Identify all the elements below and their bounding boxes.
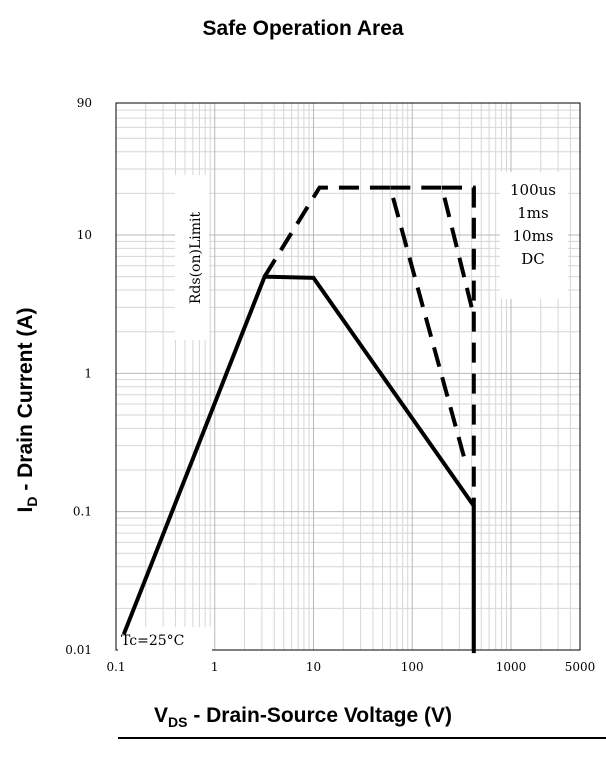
y-axis-label: ID - Drain Current (A) — [13, 307, 41, 513]
y-tick-label: 1 — [84, 366, 92, 380]
x-tick-label: 1 — [211, 660, 219, 674]
soa-curve-10ms — [262, 185, 468, 465]
pulse-width-legend-item: 1ms — [517, 204, 548, 222]
pulse-width-legend-item: DC — [521, 250, 545, 268]
y-tick-labels: 0.01 0.1 1 10 90 — [65, 96, 92, 657]
x-tick-label: 5000 — [565, 660, 596, 674]
plot-frame — [115, 102, 581, 651]
pulse-width-legend-box: 100us 1ms 10ms DC — [500, 172, 568, 299]
soa-curve-1ms — [390, 185, 476, 317]
bottom-divider — [118, 737, 606, 739]
soa-curve-dc — [121, 274, 476, 654]
soa-curves — [121, 185, 476, 654]
pulse-width-legend-item: 10ms — [512, 227, 553, 245]
minor-grid — [116, 102, 581, 650]
rds-limit-label: Rds(on)Limit — [188, 212, 204, 305]
pulse-width-legend-item: 100us — [510, 181, 556, 199]
chart-title: Safe Operation Area — [202, 17, 404, 40]
x-tick-label: 100 — [401, 660, 424, 674]
x-tick-label: 0.1 — [106, 660, 125, 674]
x-tick-label: 1000 — [496, 660, 527, 674]
temperature-label-box: Tc=25°C — [118, 627, 212, 651]
rds-limit-label-box: Rds(on)Limit — [175, 175, 209, 340]
x-tick-label: 10 — [306, 660, 321, 674]
x-axis-label: VDS - Drain-Source Voltage (V) — [154, 704, 452, 731]
y-tick-label: 0.1 — [73, 505, 92, 519]
y-tick-label: 0.01 — [65, 643, 92, 657]
x-tick-labels: 0.1 1 10 100 1000 5000 — [106, 660, 595, 674]
temperature-label: Tc=25°C — [121, 633, 184, 649]
y-tick-label: 10 — [77, 228, 92, 242]
y-tick-label: 90 — [77, 96, 92, 110]
